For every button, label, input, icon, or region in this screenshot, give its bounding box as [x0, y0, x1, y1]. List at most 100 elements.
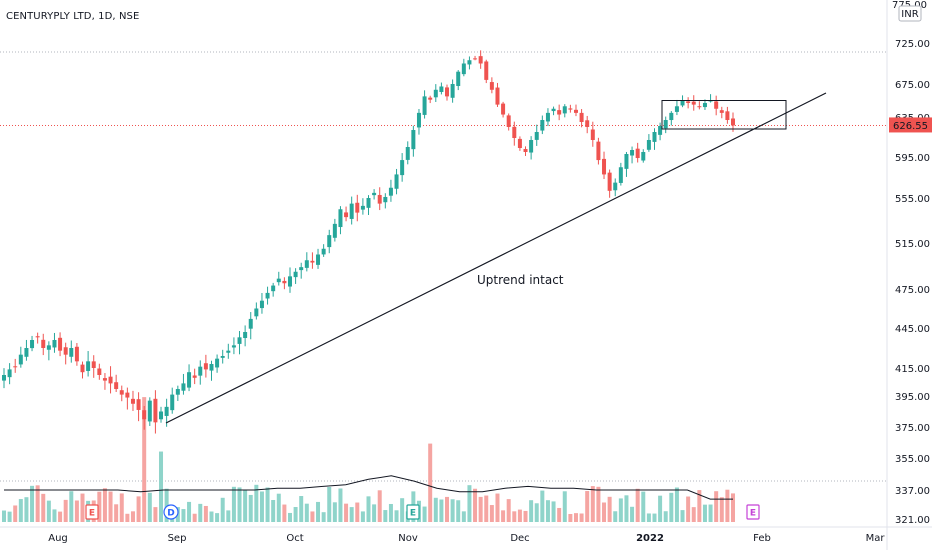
volume-bar — [332, 502, 337, 522]
price-tick: 515.00 — [895, 239, 930, 250]
volume-bar — [2, 510, 6, 522]
candle-body — [439, 86, 444, 92]
volume-bar — [495, 493, 500, 522]
volume-bar — [422, 506, 427, 522]
candle-body — [383, 196, 388, 203]
volume-bar — [30, 485, 35, 522]
volume-bar — [327, 486, 332, 522]
candle-body — [52, 340, 57, 348]
candle-body — [13, 366, 18, 368]
dividend-marker: D — [163, 504, 179, 520]
time-tick: Dec — [510, 533, 529, 544]
candle-body — [181, 383, 186, 391]
candle-body — [91, 361, 96, 368]
volume-bar — [192, 513, 197, 522]
volume-bar — [630, 506, 635, 522]
candle-body — [366, 198, 371, 208]
volume-bar — [691, 507, 696, 522]
candle-body — [243, 332, 248, 339]
volume-bar — [310, 511, 315, 522]
volume-bar — [74, 500, 79, 522]
candle-body — [388, 187, 393, 196]
price-tick: 321.00 — [895, 515, 930, 526]
event-marker-label: E — [89, 509, 95, 519]
volume-bar — [142, 397, 147, 522]
time-axis[interactable]: Aug Sep Oct Nov Dec 2022 Feb Mar — [0, 526, 932, 544]
uptrend-line — [165, 92, 827, 424]
candle-body — [400, 160, 405, 176]
candle-body — [338, 209, 343, 228]
candle-body — [231, 345, 236, 348]
volume-bar — [635, 488, 640, 522]
candle-body — [142, 410, 147, 420]
volume-bar — [467, 485, 472, 522]
candle-body — [467, 60, 472, 65]
volume-bar — [226, 510, 231, 522]
candle-body — [697, 106, 702, 108]
volume-bar — [231, 486, 236, 522]
volume-bar — [641, 491, 646, 522]
candle-body — [517, 138, 522, 148]
volume-bar — [551, 501, 556, 522]
chart-title: CENTURYPLY LTD, 1D, NSE — [6, 11, 140, 22]
candle-body — [35, 336, 40, 338]
candle-body — [512, 126, 517, 138]
candle-body — [24, 348, 29, 357]
chart-drawings[interactable]: Uptrend intact — [165, 92, 827, 424]
volume-bar — [489, 505, 494, 522]
volume-bar — [41, 493, 46, 522]
candle-body — [596, 141, 601, 161]
price-tick: 375.00 — [895, 423, 930, 434]
candle-body — [551, 108, 556, 112]
candle-body — [422, 96, 427, 115]
volume-bar — [590, 486, 595, 522]
candle-body — [74, 346, 79, 362]
price-axis[interactable]: 775.00INR725.00675.00635.00595.00555.005… — [886, 0, 932, 550]
volume-bar — [203, 505, 208, 522]
candle-body — [534, 132, 539, 140]
volume-bar — [360, 511, 365, 522]
volume-bar — [35, 485, 40, 522]
candle-body — [198, 366, 203, 376]
volume-bar — [18, 499, 23, 522]
candle-body — [428, 97, 433, 100]
volume-bar — [164, 488, 169, 522]
volume-bar — [276, 493, 281, 522]
volume-bar — [97, 491, 102, 522]
volume-bar — [114, 504, 119, 522]
volume-bar — [400, 498, 405, 522]
candle-body — [450, 84, 455, 98]
volume-bar — [725, 489, 730, 522]
candle-body — [265, 292, 270, 299]
candle-body — [579, 112, 584, 122]
volume-bar — [568, 513, 573, 522]
volume-bar — [473, 488, 478, 522]
volume-bar — [237, 487, 242, 522]
candle-body — [568, 108, 573, 110]
candle-body — [523, 149, 528, 152]
volume-bar — [287, 512, 292, 522]
candle-body — [187, 372, 192, 388]
chart-grid — [0, 51, 887, 482]
volume-bar — [316, 501, 321, 522]
volume-bar — [119, 493, 124, 522]
volume-bar — [680, 510, 685, 522]
candle-body — [473, 58, 478, 60]
candle-body — [702, 102, 707, 108]
dividend-marker-badge — [163, 504, 179, 520]
volume-bar — [573, 513, 578, 522]
last-price-label: 626.55 — [893, 121, 928, 132]
candle-body — [293, 271, 298, 278]
candle-body — [714, 101, 719, 109]
volume-bar — [372, 504, 377, 522]
candle-body — [669, 112, 674, 121]
candle-body — [680, 100, 685, 106]
volume-bar — [46, 500, 51, 522]
candle-body — [299, 267, 304, 271]
volume-bar — [7, 511, 12, 522]
volume-bar — [159, 451, 164, 522]
candle-body — [327, 235, 332, 248]
candle-body — [585, 120, 590, 127]
